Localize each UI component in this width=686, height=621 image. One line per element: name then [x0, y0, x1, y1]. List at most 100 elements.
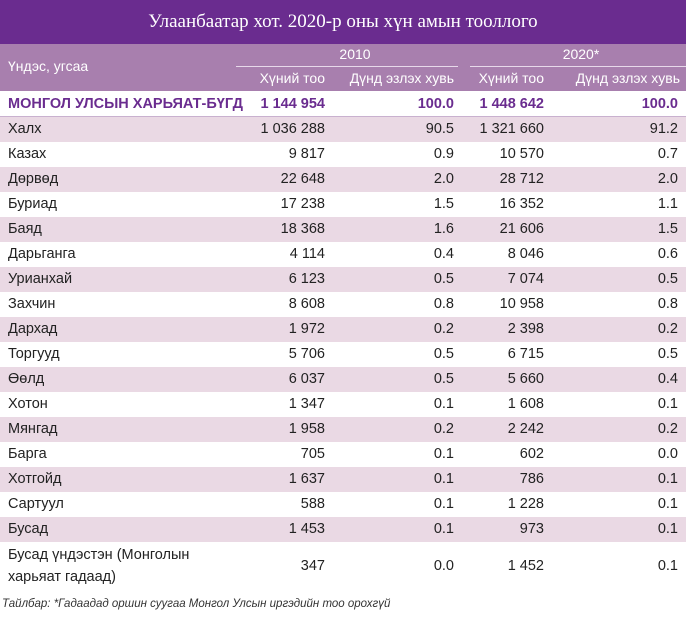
ethnicity-cell: Хотгойд [8, 471, 62, 487]
share-2010-cell: 0.1 [433, 446, 454, 462]
population-2010-cell: 1 347 [288, 396, 325, 412]
population-2010-cell: 22 648 [280, 171, 325, 187]
share-2020-cell: 1.5 [657, 221, 678, 237]
population-2020-cell: 2 242 [507, 421, 544, 437]
population-2010-cell: 8 608 [288, 296, 325, 312]
share-2010-cell: 0.5 [433, 346, 454, 362]
population-2020-cell: 973 [519, 521, 544, 537]
table-row: Хотгойд 1 637 0.1 786 0.1 [0, 467, 686, 492]
share-2010-cell: 1.5 [433, 196, 454, 212]
ethnicity-cell: Урианхай [8, 271, 73, 287]
share-2020-cell: 0.1 [657, 496, 678, 512]
table-title: Улаанбаатар хот. 2020-р оны хүн амын тоо… [0, 0, 686, 44]
share-2010-cell: 0.8 [433, 296, 454, 312]
header-ethnicity: Үндэс, угсаа [8, 58, 89, 74]
population-2010-cell: 1 972 [288, 321, 325, 337]
share-2020-cell: 0.8 [657, 296, 678, 312]
share-2020-cell: 1.1 [657, 196, 678, 212]
population-2010-cell: 9 817 [288, 146, 325, 162]
ethnicity-cell: Дарьганга [8, 246, 76, 262]
population-2020-cell: 1 448 642 [479, 96, 544, 112]
population-2020-cell: 10 958 [499, 296, 544, 312]
population-2020-cell: 8 046 [507, 246, 544, 262]
share-2020-cell: 0.2 [657, 421, 678, 437]
population-2010-cell: 588 [300, 496, 325, 512]
population-2020-cell: 2 398 [507, 321, 544, 337]
population-2020-cell: 1 452 [507, 558, 544, 574]
table-row: Баяд 18 368 1.6 21 606 1.5 [0, 217, 686, 242]
table-row: Бусад 1 453 0.1 973 0.1 [0, 517, 686, 542]
population-2020-cell: 21 606 [499, 221, 544, 237]
share-2020-cell: 0.1 [657, 521, 678, 537]
share-2010-cell: 0.1 [433, 471, 454, 487]
population-2010-cell: 705 [300, 446, 325, 462]
share-2020-cell: 91.2 [649, 121, 678, 137]
share-2010-cell: 0.5 [433, 271, 454, 287]
table-row: Дөрвөд 22 648 2.0 28 712 2.0 [0, 167, 686, 192]
header-year-2020: 2020* [562, 46, 600, 62]
share-2010-cell: 0.5 [433, 371, 454, 387]
header-share-2010: Дүнд эзлэх хувь [349, 70, 454, 86]
table-row-total: МОНГОЛ УЛСЫН ХАРЬЯАТ-БҮГД 1 144 954 100.0 1… [0, 92, 686, 117]
share-2010-cell: 0.1 [433, 496, 454, 512]
ethnicity-cell: Дөрвөд [8, 171, 59, 187]
header-divider-2010 [236, 66, 458, 67]
table-row: Сартуул 588 0.1 1 228 0.1 [0, 492, 686, 517]
share-2010-cell: 0.2 [433, 321, 454, 337]
population-2020-cell: 602 [519, 446, 544, 462]
table-row: Өөлд 6 037 0.5 5 660 0.4 [0, 367, 686, 392]
share-2010-cell: 90.5 [425, 121, 454, 137]
share-2010-cell: 0.9 [433, 146, 454, 162]
ethnicity-cell: Казах [8, 146, 47, 162]
table-row: Барга 705 0.1 602 0.0 [0, 442, 686, 467]
population-2020-cell: 16 352 [499, 196, 544, 212]
header-year-2010: 2010 [339, 46, 371, 62]
population-2010-cell: 17 238 [280, 196, 325, 212]
population-2010-cell: 5 706 [288, 346, 325, 362]
table-row: Дархад 1 972 0.2 2 398 0.2 [0, 317, 686, 342]
ethnicity-cell: Барга [8, 446, 47, 462]
population-2020-cell: 1 228 [507, 496, 544, 512]
ethnicity-cell: Халх [8, 121, 42, 137]
population-2020-cell: 786 [519, 471, 544, 487]
ethnicity-cell: Бусад [8, 521, 49, 537]
table-header: Үндэс, угсаа 2010 2020* Хүний тоо Дүнд э… [0, 44, 686, 91]
ethnicity-cell: Буриад [8, 196, 57, 212]
share-2010-cell: 2.0 [433, 171, 454, 187]
table-row: Дарьганга 4 114 0.4 8 046 0.6 [0, 242, 686, 267]
share-2020-cell: 0.2 [657, 321, 678, 337]
share-2020-cell: 0.0 [657, 446, 678, 462]
share-2010-cell: 0.0 [433, 558, 454, 574]
share-2010-cell: 100.0 [417, 96, 454, 112]
population-2010-cell: 6 123 [288, 271, 325, 287]
share-2020-cell: 0.5 [657, 271, 678, 287]
population-2010-cell: 1 453 [288, 521, 325, 537]
population-2010-cell: 18 368 [280, 221, 325, 237]
share-2010-cell: 0.1 [433, 396, 454, 412]
footnote: Тайлбар: *Гадаадад оршин суугаа Монгол У… [2, 598, 391, 610]
share-2010-cell: 1.6 [433, 221, 454, 237]
ethnicity-cell: Мянгад [8, 421, 58, 437]
share-2020-cell: 0.1 [657, 396, 678, 412]
share-2020-cell: 0.6 [657, 246, 678, 262]
table-row: Бусад үндэстэн (Монголын харьяат гадаад)… [0, 542, 686, 590]
ethnicity-cell: Баяд [8, 221, 42, 237]
share-2010-cell: 0.1 [433, 521, 454, 537]
share-2020-cell: 100.0 [641, 96, 678, 112]
ethnicity-cell: Бусад үндэстэн (Монголын харьяат гадаад) [8, 547, 190, 585]
population-2010-cell: 1 036 288 [260, 121, 325, 137]
ethnicity-cell: Өөлд [8, 371, 45, 387]
table-row: Казах 9 817 0.9 10 570 0.7 [0, 142, 686, 167]
share-2020-cell: 0.4 [657, 371, 678, 387]
table-row: Торгууд 5 706 0.5 6 715 0.5 [0, 342, 686, 367]
table-row: Буриад 17 238 1.5 16 352 1.1 [0, 192, 686, 217]
share-2020-cell: 0.5 [657, 346, 678, 362]
population-2020-cell: 7 074 [507, 271, 544, 287]
share-2020-cell: 0.1 [657, 471, 678, 487]
share-2010-cell: 0.4 [433, 246, 454, 262]
ethnicity-cell: Захчин [8, 296, 56, 312]
population-2010-cell: 347 [300, 558, 325, 574]
table-row: Мянгад 1 958 0.2 2 242 0.2 [0, 417, 686, 442]
header-population-2020: Хүний тоо [478, 70, 544, 86]
population-2020-cell: 5 660 [507, 371, 544, 387]
